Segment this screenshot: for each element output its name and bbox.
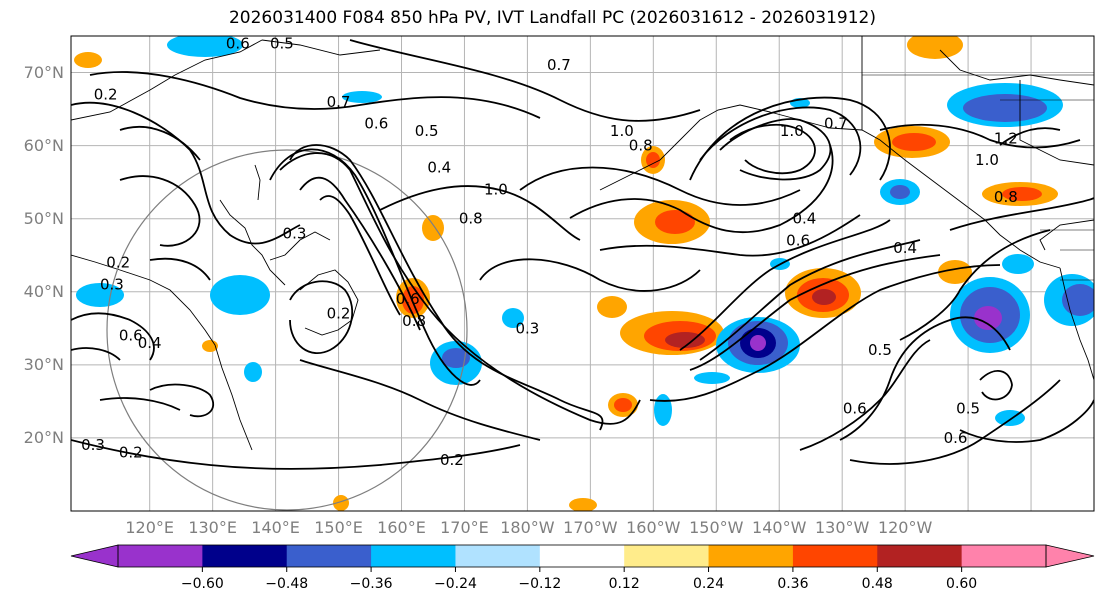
longitude-label: 140°W bbox=[752, 518, 807, 537]
colorbar-tick-label: −0.24 bbox=[434, 576, 477, 592]
contour-label: 0.7 bbox=[824, 115, 848, 133]
colorbar-tick-label: −0.12 bbox=[518, 576, 562, 592]
longitude-label: 180°W bbox=[500, 518, 555, 537]
longitude-label: 160°W bbox=[626, 518, 681, 537]
colorbar-tick-label: 0.24 bbox=[692, 576, 725, 592]
contour-label: 0.3 bbox=[81, 436, 105, 454]
colorbar-segment bbox=[961, 545, 1047, 567]
contour-label: 0.6 bbox=[396, 290, 420, 308]
colorbar-tick-label: −0.36 bbox=[349, 576, 393, 592]
latitude-label: 40°N bbox=[23, 281, 64, 301]
contour-label: 0.2 bbox=[440, 451, 464, 469]
contour-label: 0.6 bbox=[944, 429, 968, 447]
contour-label: 0.5 bbox=[868, 341, 892, 359]
longitude-label: 150°E bbox=[314, 518, 363, 537]
plot-frame bbox=[70, 35, 1095, 512]
colorbar-tick-label: −0.60 bbox=[180, 576, 224, 592]
colorbar bbox=[70, 544, 1095, 572]
contour-label: 0.5 bbox=[415, 122, 439, 140]
contour-label: 0.3 bbox=[283, 224, 307, 242]
contour-label: 0.6 bbox=[843, 400, 867, 418]
contour-label: 1.0 bbox=[610, 122, 634, 140]
contour-label: 0.2 bbox=[106, 254, 130, 272]
contour-label: 0.2 bbox=[327, 305, 351, 323]
map-plot-area: 0.20.6 0.50.70.6 0.50.71.00.81.00.80.40.30… bbox=[71, 34, 1094, 511]
contour-label: 1.0 bbox=[484, 180, 508, 198]
colorbar-tick-label: 0.36 bbox=[777, 576, 809, 592]
contour-label: 0.2 bbox=[94, 85, 118, 103]
contour-label: 0.6 bbox=[226, 34, 250, 52]
contour-label: 0.4 bbox=[427, 159, 451, 177]
contour-label: 0.5 bbox=[270, 34, 294, 52]
longitude-label: 140°E bbox=[251, 518, 300, 537]
pv-contours bbox=[71, 39, 1094, 470]
colorbar-tick-label: 0.60 bbox=[946, 576, 978, 592]
contour-label: 0.6 bbox=[786, 232, 810, 250]
contour-label: 0.4 bbox=[792, 210, 816, 228]
colorbar-segment bbox=[792, 545, 878, 567]
colorbar-tick-label: 0.48 bbox=[861, 576, 893, 592]
contour-label: 0.8 bbox=[402, 312, 426, 330]
contour-label: 0.6 bbox=[364, 115, 388, 133]
longitude-label: 170°W bbox=[563, 518, 618, 537]
latitude-label: 20°N bbox=[23, 427, 64, 447]
colorbar-segment bbox=[286, 545, 372, 567]
longitude-label: 130°E bbox=[188, 518, 237, 537]
contour-label: 0.8 bbox=[994, 188, 1018, 206]
contour-label: 0.3 bbox=[100, 275, 124, 293]
contour-label: 1.2 bbox=[994, 129, 1018, 147]
latitude-label: 30°N bbox=[23, 354, 64, 374]
colorbar-frame bbox=[117, 544, 1047, 568]
contour-labels: 0.20.6 0.50.70.6 0.50.71.00.81.00.80.40.30… bbox=[81, 34, 1018, 469]
latitude-label: 60°N bbox=[23, 135, 64, 155]
contour-label: 1.0 bbox=[780, 122, 804, 140]
colorbar-segment bbox=[877, 545, 963, 567]
longitude-label: 130°W bbox=[814, 518, 870, 537]
colorbar-max-extension bbox=[1045, 544, 1095, 568]
colorbar-segment bbox=[371, 545, 456, 567]
colorbar-segment bbox=[202, 545, 288, 567]
contour-label: 0.7 bbox=[547, 56, 571, 74]
longitude-label: 170°E bbox=[440, 518, 489, 537]
colorbar-segment bbox=[118, 545, 203, 567]
map-title: 2026031400 F084 850 hPa PV, IVT Landfall… bbox=[228, 8, 876, 28]
contour-label: 0.4 bbox=[893, 239, 917, 257]
contour-label: 0.3 bbox=[515, 319, 539, 337]
longitude-label: 150°W bbox=[689, 518, 744, 537]
contour-label: 0.4 bbox=[138, 334, 162, 352]
colorbar-segment bbox=[455, 545, 541, 567]
colorbar-segment bbox=[708, 545, 794, 567]
contour-label: 0.5 bbox=[956, 400, 980, 418]
longitude-label: 120°E bbox=[125, 518, 175, 537]
colorbar-tick-label: 0.12 bbox=[608, 576, 640, 592]
latitude-label: 50°N bbox=[23, 208, 64, 228]
colorbar-segment bbox=[539, 545, 625, 567]
contour-label: 1.0 bbox=[975, 151, 999, 169]
contour-label: 0.2 bbox=[119, 444, 143, 462]
colorbar-tick-label: −0.48 bbox=[265, 576, 309, 592]
shaded-anomalies bbox=[74, 36, 1094, 511]
contour-label: 0.8 bbox=[629, 137, 653, 155]
longitude-label: 160°E bbox=[377, 518, 426, 537]
contour-label: 0.6 bbox=[119, 327, 143, 345]
colorbar-segment bbox=[624, 545, 710, 567]
contour-label: 0.8 bbox=[459, 210, 483, 228]
region-circle bbox=[106, 149, 468, 511]
longitude-label: 120°W bbox=[877, 518, 933, 537]
latitude-label: 70°N bbox=[23, 62, 64, 82]
colorbar-min-extension bbox=[70, 544, 119, 568]
contour-label: 0.7 bbox=[327, 93, 351, 111]
borders bbox=[862, 74, 1094, 281]
